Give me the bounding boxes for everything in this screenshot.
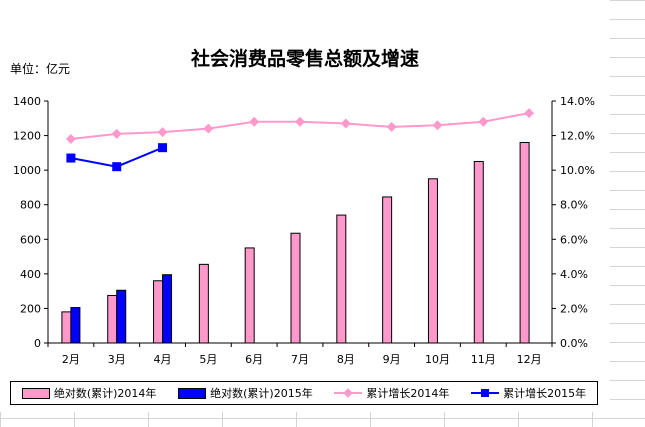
bar-2014 (61, 311, 72, 344)
y-right-tick-label: 14.0% (560, 95, 595, 108)
growth-point-2015 (112, 162, 122, 172)
bar-2014 (198, 263, 209, 344)
growth-point-2014 (295, 116, 305, 127)
legend-label-bar-2015: 绝对数(累计)2015年 (210, 387, 313, 400)
chart-title: 社会消费品零售总额及增速 (190, 48, 419, 70)
x-tick-label: 4月 (154, 353, 172, 366)
legend-label-line-2014: 累计增长2014年 (366, 387, 450, 400)
x-tick-label: 12月 (517, 353, 542, 366)
legend-label-line-2015: 累计增长2015年 (503, 387, 587, 400)
x-tick-label: 8月 (337, 353, 355, 366)
y-left-tick-label: 1200 (13, 130, 41, 143)
chart-legend: 绝对数(累计)2014年 绝对数(累计)2015年 累计增长2014年 累计增长… (10, 381, 598, 405)
legend-item-bar-2014: 绝对数(累计)2014年 (21, 385, 157, 401)
growth-point-2015 (158, 143, 168, 153)
bar-2015 (162, 274, 173, 344)
unit-label: 单位：亿元 (10, 62, 71, 76)
legend-item-line-2014: 累计增长2014年 (334, 385, 449, 401)
bar-2014 (153, 280, 164, 344)
growth-point-2014 (111, 128, 122, 139)
y-left-tick-label: 400 (20, 268, 41, 281)
y-left-tick-label: 800 (20, 199, 41, 212)
legend-swatch-bar-2015 (178, 387, 207, 399)
legend-label-bar-2014: 绝对数(累计)2014年 (53, 387, 157, 400)
bar-2014 (427, 178, 438, 344)
bar-2014 (382, 196, 393, 344)
x-tick-label: 2月 (62, 353, 80, 366)
x-tick-label: 9月 (383, 353, 401, 366)
y-left-tick-label: 1400 (13, 95, 41, 108)
bar-2014 (336, 214, 347, 344)
legend-item-bar-2015: 绝对数(累计)2015年 (178, 385, 313, 401)
bar-2014 (473, 161, 484, 344)
y-right-tick-label: 10.0% (560, 164, 595, 177)
growth-point-2014 (432, 120, 443, 131)
growth-point-2014 (340, 118, 351, 129)
legend-swatch-bar-2014 (21, 387, 50, 399)
x-tick-label: 10月 (425, 353, 450, 366)
growth-point-2014 (157, 127, 168, 138)
legend-item-line-2015: 累计增长2015年 (471, 385, 586, 401)
growth-point-2014 (478, 116, 489, 127)
y-right-tick-label: 0.0% (560, 337, 588, 350)
y-right-tick-label: 4.0% (560, 268, 588, 281)
combo-chart: 0 200 400 600 800 1000 1200 1400 0.0% 2.0% 4.0% 6.0… (13, 95, 595, 366)
x-tick-label: 6月 (245, 353, 263, 366)
x-tick-label: 5月 (199, 353, 217, 366)
y-left-tick-label: 200 (20, 302, 41, 315)
bar-2015 (70, 307, 81, 344)
x-tick-label: 11月 (471, 353, 496, 366)
x-tick-label: 7月 (291, 353, 309, 366)
bar-2014 (519, 141, 530, 344)
bar-2014 (107, 294, 118, 344)
chart-area[interactable]: 社会消费品零售总额及增速 单位：亿元 0 200 400 600 800 1000 1200… (0, 0, 610, 412)
growth-point-2014 (386, 121, 397, 132)
y-right-tick-label: 12.0% (560, 130, 595, 143)
x-tick-label: 3月 (108, 353, 126, 366)
growth-point-2014 (249, 116, 260, 127)
y-left-tick-label: 0 (34, 337, 41, 350)
y-left-tick-label: 600 (20, 233, 41, 246)
bar-2014 (244, 247, 255, 344)
bar-2015 (116, 289, 127, 344)
growth-point-2014 (65, 134, 76, 145)
y-right-tick-label: 8.0% (560, 199, 588, 212)
y-right-tick-label: 6.0% (560, 233, 588, 246)
y-left-tick-label: 1000 (13, 164, 41, 177)
growth-point-2014 (203, 123, 214, 134)
legend-swatch-line-2015 (471, 388, 500, 398)
growth-point-2014 (524, 108, 535, 119)
growth-point-2015 (66, 153, 76, 163)
bar-2014 (290, 232, 301, 344)
y-right-tick-label: 2.0% (560, 302, 588, 315)
legend-swatch-line-2014 (334, 388, 363, 398)
